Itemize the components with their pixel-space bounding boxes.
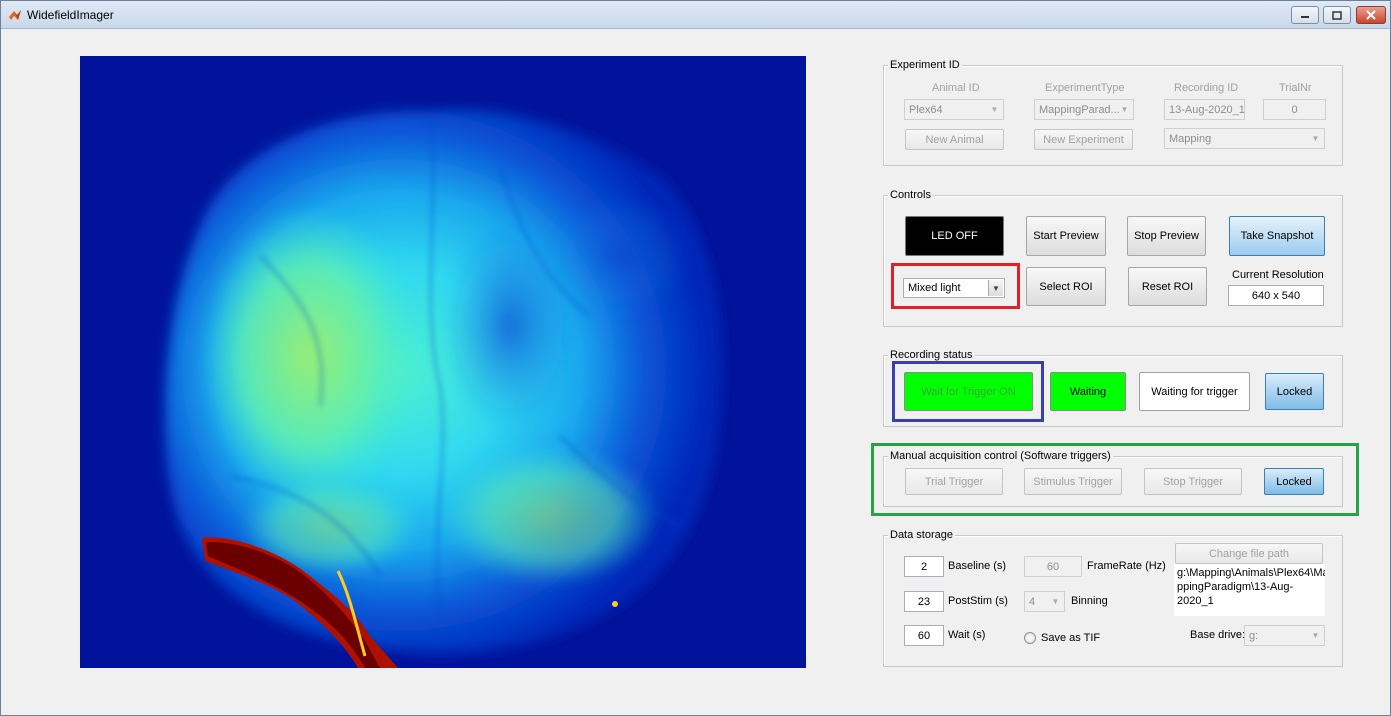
framerate-input[interactable]: 60: [1024, 556, 1082, 577]
paradigm-select[interactable]: Mapping ▼: [1164, 128, 1325, 149]
wait-trigger-highlight: [892, 361, 1044, 422]
wait-value: 60: [917, 629, 931, 642]
stimulus-trigger-button[interactable]: Stimulus Trigger: [1024, 468, 1122, 495]
poststim-input[interactable]: 23: [904, 591, 944, 612]
base-drive-label: Base drive:: [1190, 629, 1246, 641]
animal-id-select[interactable]: Plex64 ▼: [904, 99, 1004, 120]
data-storage-panel: Data storage: [883, 529, 1343, 667]
chevron-down-icon: ▼: [1051, 597, 1060, 606]
baseline-value: 2: [920, 560, 928, 573]
paradigm-value: Mapping: [1169, 132, 1212, 145]
controls-panel: Controls: [883, 189, 1343, 327]
current-resolution-field: 640 x 540: [1228, 285, 1324, 306]
current-resolution-value: 640 x 540: [1251, 289, 1301, 302]
camera-preview-image[interactable]: [80, 56, 806, 668]
framerate-value: 60: [1046, 560, 1060, 573]
matlab-logo-icon: [9, 10, 21, 20]
trial-nr-label: TrialNr: [1279, 82, 1312, 94]
experiment-type-value: MappingParad...: [1039, 103, 1120, 116]
recording-id-label: Recording ID: [1174, 82, 1239, 94]
file-path-line-1: g:\Mapping\Animals\Plex64\Ma: [1177, 567, 1325, 579]
file-path-line-2: ppingParadigm\13-Aug-2020_1: [1177, 581, 1294, 607]
light-mode-select[interactable]: Mixed light ▼: [903, 278, 1005, 298]
binning-value: 4: [1029, 595, 1036, 608]
experiment-type-select[interactable]: MappingParad... ▼: [1034, 99, 1134, 120]
close-icon: [1366, 10, 1376, 20]
stop-trigger-button[interactable]: Stop Trigger: [1144, 468, 1242, 495]
controls-title: Controls: [888, 189, 933, 201]
manual-acquisition-highlight: [871, 443, 1359, 516]
recording-status-panel: Recording status: [883, 349, 1343, 427]
binning-label: Binning: [1071, 595, 1108, 607]
waiting-status: Waiting: [1050, 372, 1126, 411]
current-resolution-label: Current Resolution: [1232, 269, 1324, 281]
manual-acquisition-panel: Manual acquisition control (Software tri…: [883, 450, 1343, 507]
select-roi-button[interactable]: Select ROI: [1026, 267, 1106, 306]
save-as-tif-radio[interactable]: [1024, 632, 1036, 644]
baseline-label: Baseline (s): [948, 560, 1007, 572]
new-experiment-button[interactable]: New Experiment: [1034, 129, 1133, 150]
light-mode-highlight: [891, 263, 1020, 309]
experiment-id-title: Experiment ID: [888, 59, 962, 71]
animal-id-label: Animal ID: [932, 82, 980, 94]
manual-acquisition-title: Manual acquisition control (Software tri…: [888, 450, 1113, 462]
trial-trigger-button[interactable]: Trial Trigger: [905, 468, 1003, 495]
animal-id-value: Plex64: [909, 103, 943, 116]
title-bar: WidefieldImager: [1, 1, 1390, 29]
poststim-label: PostStim (s): [948, 595, 1008, 607]
led-toggle-button[interactable]: LED OFF: [905, 216, 1004, 256]
light-mode-value: Mixed light: [908, 282, 961, 294]
recording-id-field[interactable]: 13-Aug-2020_1: [1164, 99, 1245, 120]
window-title: WidefieldImager: [27, 8, 114, 22]
start-preview-button[interactable]: Start Preview: [1026, 216, 1106, 256]
recording-locked-button[interactable]: Locked: [1265, 373, 1324, 410]
new-animal-button[interactable]: New Animal: [905, 129, 1004, 150]
recording-status-title: Recording status: [888, 349, 975, 361]
framerate-label: FrameRate (Hz): [1087, 560, 1166, 572]
file-path-display: g:\Mapping\Animals\Plex64\Ma ppingParadi…: [1174, 564, 1325, 616]
baseline-input[interactable]: 2: [904, 556, 944, 577]
chevron-down-icon: ▼: [1120, 105, 1129, 114]
binning-select[interactable]: 4 ▼: [1024, 591, 1065, 612]
wait-input[interactable]: 60: [904, 625, 944, 646]
manual-locked-button[interactable]: Locked: [1264, 468, 1324, 495]
save-as-tif-label: Save as TIF: [1041, 632, 1101, 644]
base-drive-value: g:: [1249, 629, 1259, 642]
maximize-button[interactable]: [1323, 6, 1351, 24]
experiment-type-label: ExperimentType: [1045, 82, 1125, 94]
minimize-button[interactable]: [1291, 6, 1319, 24]
poststim-value: 23: [917, 595, 931, 608]
take-snapshot-button[interactable]: Take Snapshot: [1229, 216, 1325, 256]
experiment-id-panel: Experiment ID: [883, 59, 1343, 166]
chevron-down-icon: ▼: [990, 105, 999, 114]
base-drive-select[interactable]: g: ▼: [1244, 625, 1325, 646]
wait-for-trigger-button[interactable]: Wait for Trigger ON: [904, 372, 1033, 411]
waiting-for-trigger-status: Waiting for trigger: [1139, 372, 1250, 411]
chevron-down-icon: ▼: [1311, 134, 1320, 143]
stop-preview-button[interactable]: Stop Preview: [1127, 216, 1206, 256]
change-file-path-button[interactable]: Change file path: [1175, 543, 1323, 564]
minimize-icon: [1301, 16, 1309, 18]
reset-roi-button[interactable]: Reset ROI: [1128, 267, 1207, 306]
recording-id-value: 13-Aug-2020_1: [1169, 103, 1245, 116]
close-button[interactable]: [1356, 6, 1386, 24]
maximize-icon: [1332, 10, 1342, 20]
trial-nr-field[interactable]: 0: [1263, 99, 1326, 120]
wait-label: Wait (s): [948, 629, 986, 641]
trial-nr-value: 0: [1291, 103, 1298, 116]
chevron-down-icon: ▼: [1311, 631, 1320, 640]
data-storage-title: Data storage: [888, 529, 955, 541]
chevron-down-icon: ▼: [988, 280, 1003, 296]
widefield-brain-image: [80, 56, 806, 668]
